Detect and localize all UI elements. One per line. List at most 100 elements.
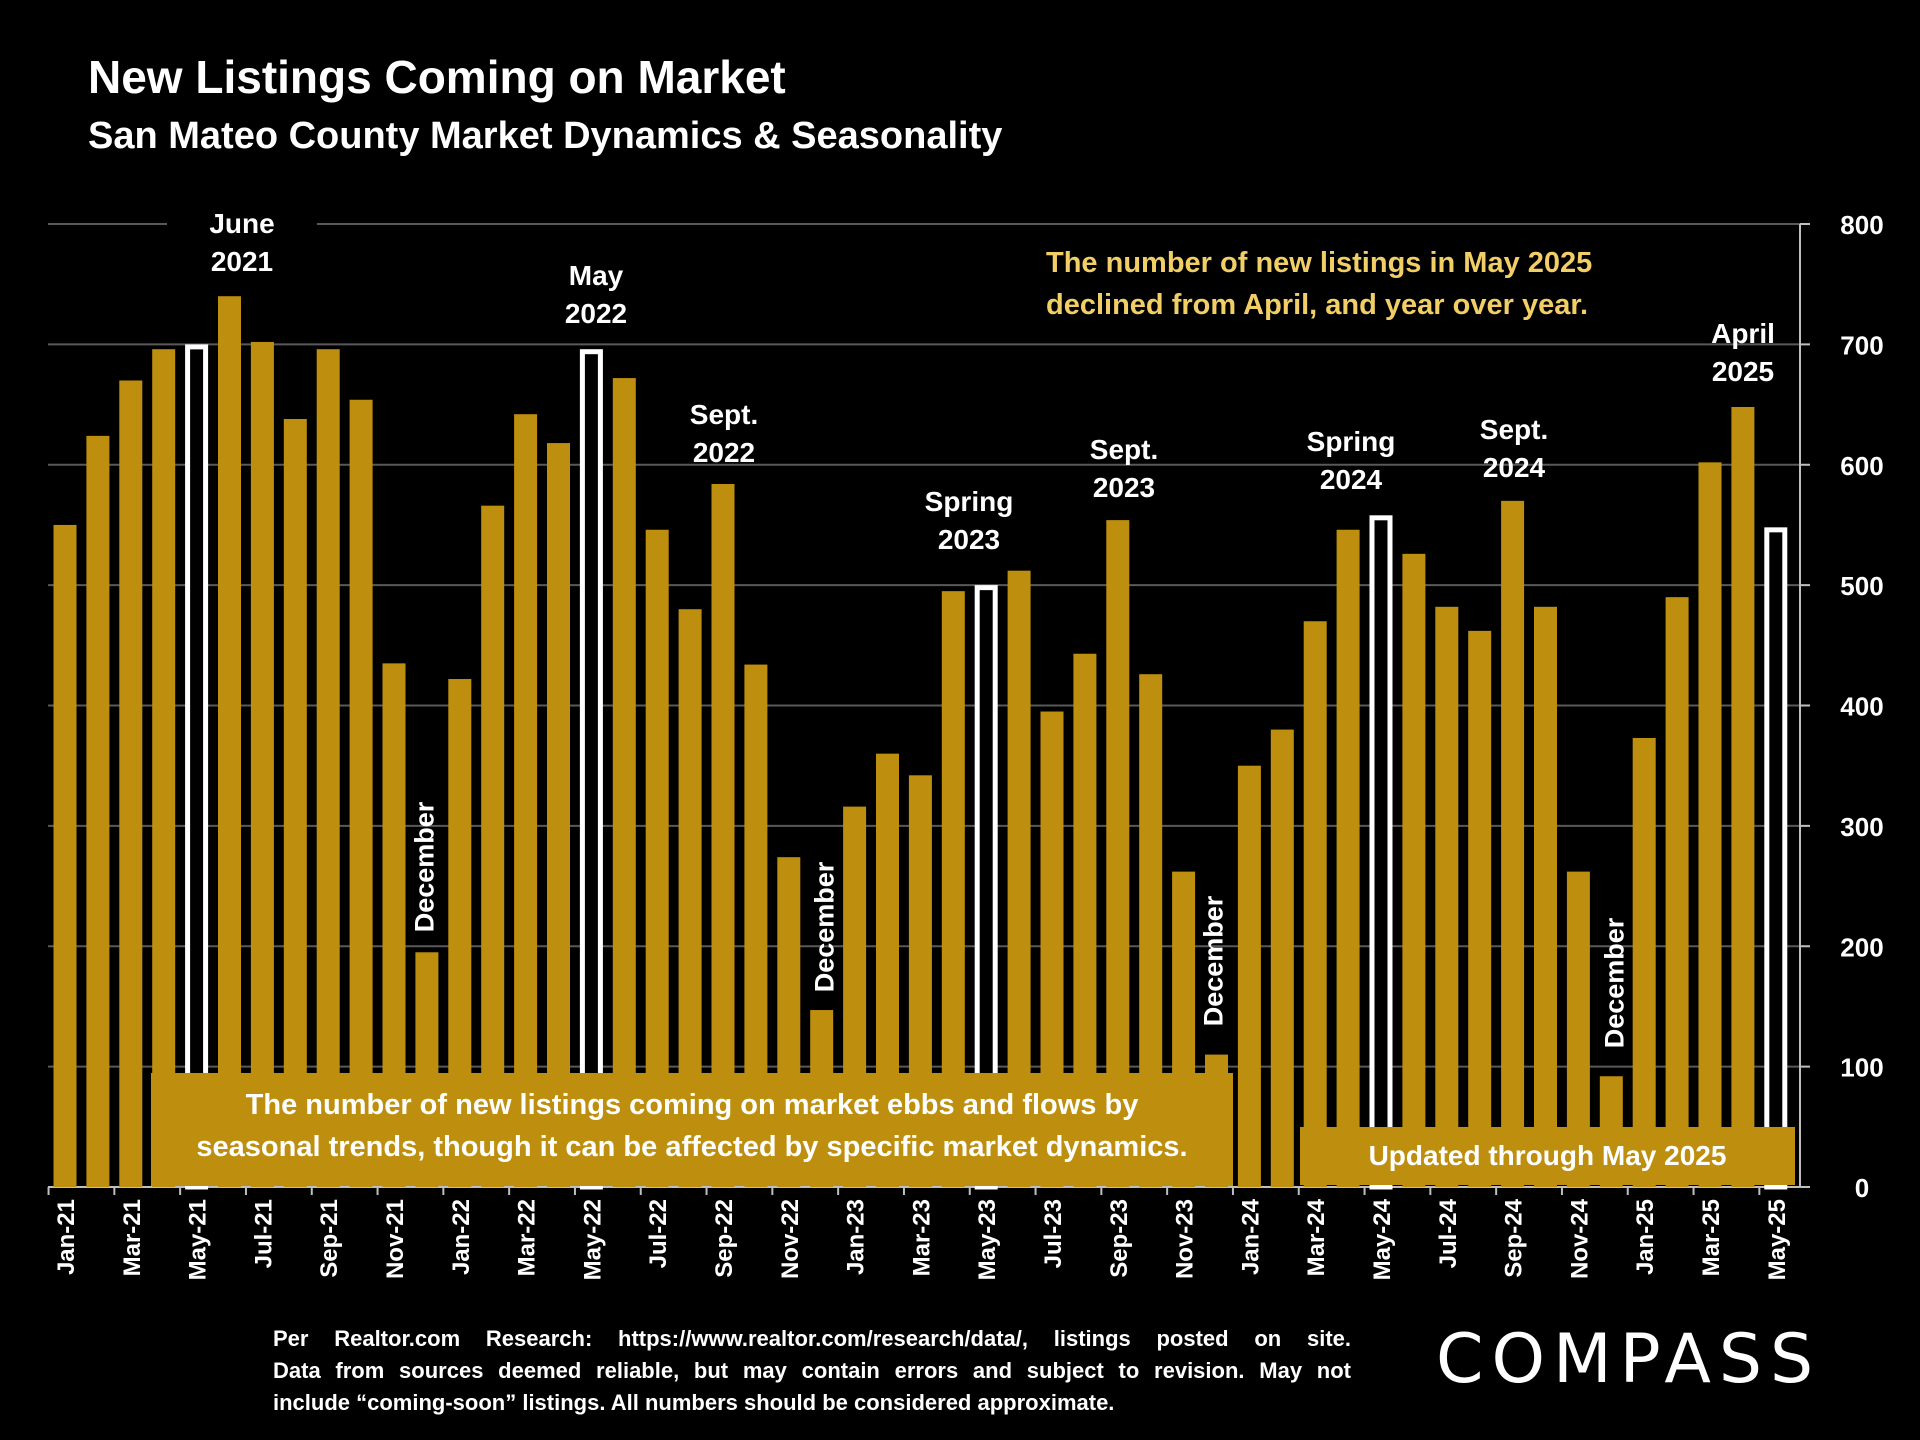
bar (283, 419, 307, 1187)
y-tick-label: 500 (1840, 571, 1883, 601)
bar (1139, 674, 1163, 1187)
x-tick-label: Sep-24 (1501, 1198, 1528, 1277)
bar-highlighted (579, 349, 603, 1190)
bar (349, 399, 373, 1187)
bar (678, 609, 702, 1187)
annotation-sept-2024-line-1: Sept. (1479, 414, 1549, 445)
annotation-sept-2024: Sept. 2024 (1464, 411, 1564, 487)
bar (448, 679, 472, 1187)
annotation-spring-2024: Spring 2024 (1296, 423, 1406, 499)
bar (250, 341, 274, 1187)
y-tick-label: 200 (1840, 932, 1883, 962)
x-tick-label: Sep-22 (711, 1199, 738, 1278)
bar (1665, 597, 1689, 1187)
page-title: New Listings Coming on Market (88, 51, 786, 103)
bar (1731, 406, 1755, 1188)
y-tick-label: 400 (1840, 692, 1883, 722)
bar (481, 505, 505, 1187)
x-tick-label: Nov-21 (382, 1199, 409, 1279)
x-tick-label: Jan-23 (843, 1199, 870, 1275)
y-tick-label: 700 (1840, 330, 1883, 360)
annotation-sept-2023: Sept. 2023 (1074, 431, 1174, 507)
bar (711, 484, 735, 1187)
y-tick-label: 0 (1855, 1173, 1869, 1203)
top-note-line-2: declined from April, and year over year. (1046, 289, 1589, 321)
y-tick-label: 800 (1840, 210, 1883, 240)
bar (1632, 738, 1656, 1187)
bar (1336, 529, 1360, 1187)
bar (1040, 711, 1064, 1187)
page-subtitle: San Mateo County Market Dynamics & Seaso… (88, 115, 1003, 157)
x-tick-label: Jan-21 (53, 1199, 80, 1275)
source-footnote: Per Realtor.com Research: https://www.re… (273, 1323, 1351, 1419)
bar (53, 524, 77, 1187)
bar (514, 414, 538, 1187)
bar (382, 663, 406, 1187)
seasonality-note-box: The number of new listings coming on mar… (151, 1073, 1233, 1186)
x-tick-label: Mar-23 (908, 1199, 935, 1276)
annotation-june-2021-line-2: 2021 (210, 246, 274, 277)
annotation-june-2021: June 2021 (167, 205, 317, 281)
annotation-june-2021-line-1: June (209, 208, 275, 239)
x-tick-label: Mar-25 (1698, 1199, 1725, 1276)
bar (86, 435, 110, 1187)
bar (1468, 630, 1492, 1187)
x-tick-label: Sep-23 (1106, 1199, 1133, 1278)
annotation-spring-2023-line-2: 2023 (937, 524, 1001, 555)
x-tick-label: Sep-21 (316, 1199, 343, 1278)
annotation-spring-2024-line-2: 2024 (1319, 464, 1383, 495)
annotation-spring-2023: Spring 2023 (914, 483, 1024, 559)
annotation-sept-2023-line-1: Sept. (1089, 434, 1159, 465)
x-tick-label: Nov-24 (1566, 1198, 1593, 1279)
bar (1270, 729, 1294, 1187)
x-tick-label: Jul-22 (645, 1199, 672, 1268)
footnote-line-3: include “coming-soon” listings. All numb… (273, 1390, 1115, 1415)
bar (152, 349, 176, 1187)
x-tick-label: Mar-21 (119, 1199, 146, 1276)
bar-highlighted (185, 344, 209, 1190)
annotation-sept-2023-line-2: 2023 (1092, 472, 1156, 503)
y-tick-label: 300 (1840, 812, 1883, 842)
x-tick-label: Nov-23 (1172, 1199, 1199, 1279)
bar (1501, 500, 1525, 1187)
top-note-line-1: The number of new listings in May 2025 (1046, 247, 1593, 279)
footnote-line-1: Per Realtor.com Research: https://www.re… (273, 1326, 1351, 1351)
bar-highlighted (1369, 515, 1393, 1190)
bar (941, 591, 965, 1187)
bar (218, 296, 241, 1188)
y-tick-label: 600 (1840, 451, 1883, 481)
bar (612, 378, 636, 1188)
annotation-december-2021: December (409, 801, 440, 933)
annotation-spring-2023-line-1: Spring (924, 486, 1014, 517)
bar (119, 380, 143, 1187)
x-tick-label: May-25 (1764, 1199, 1791, 1280)
bar (316, 349, 340, 1187)
x-tick-label: Jan-24 (1237, 1198, 1264, 1275)
bar-highlighted (974, 585, 998, 1190)
bar (1007, 570, 1031, 1187)
x-tick-label: Jan-25 (1632, 1199, 1659, 1275)
bar (1237, 765, 1261, 1187)
x-tick-label: Jan-22 (448, 1199, 475, 1275)
bar-highlighted (1764, 527, 1788, 1190)
x-tick-label: Nov-22 (777, 1199, 804, 1279)
bar (1534, 606, 1557, 1187)
annotation-spring-2024-line-1: Spring (1306, 426, 1396, 457)
x-tick-label: May-21 (185, 1199, 212, 1280)
annotation-may-2022: May 2022 (546, 257, 646, 333)
bar (1698, 462, 1722, 1187)
bar (1402, 553, 1426, 1187)
annotation-december-2022: December (809, 861, 840, 993)
x-tick-label: Jul-21 (250, 1199, 277, 1268)
annotation-april-2025-line-2: 2025 (1711, 356, 1775, 387)
updated-note-box: Updated through May 2025 (1300, 1127, 1795, 1185)
top-note: The number of new listings in May 2025 d… (1046, 242, 1646, 326)
footnote-line-2: Data from sources deemed reliable, but m… (273, 1358, 1351, 1383)
annotation-sept-2022-line-1: Sept. (689, 399, 759, 430)
annotation-may-2022-line-1: May (568, 260, 624, 291)
x-tick-label: Jul-24 (1435, 1198, 1462, 1268)
annotation-december-2023: December (1198, 895, 1229, 1027)
compass-logo: COMPASS (1436, 1320, 1822, 1399)
x-tick-label: Mar-22 (514, 1199, 541, 1276)
